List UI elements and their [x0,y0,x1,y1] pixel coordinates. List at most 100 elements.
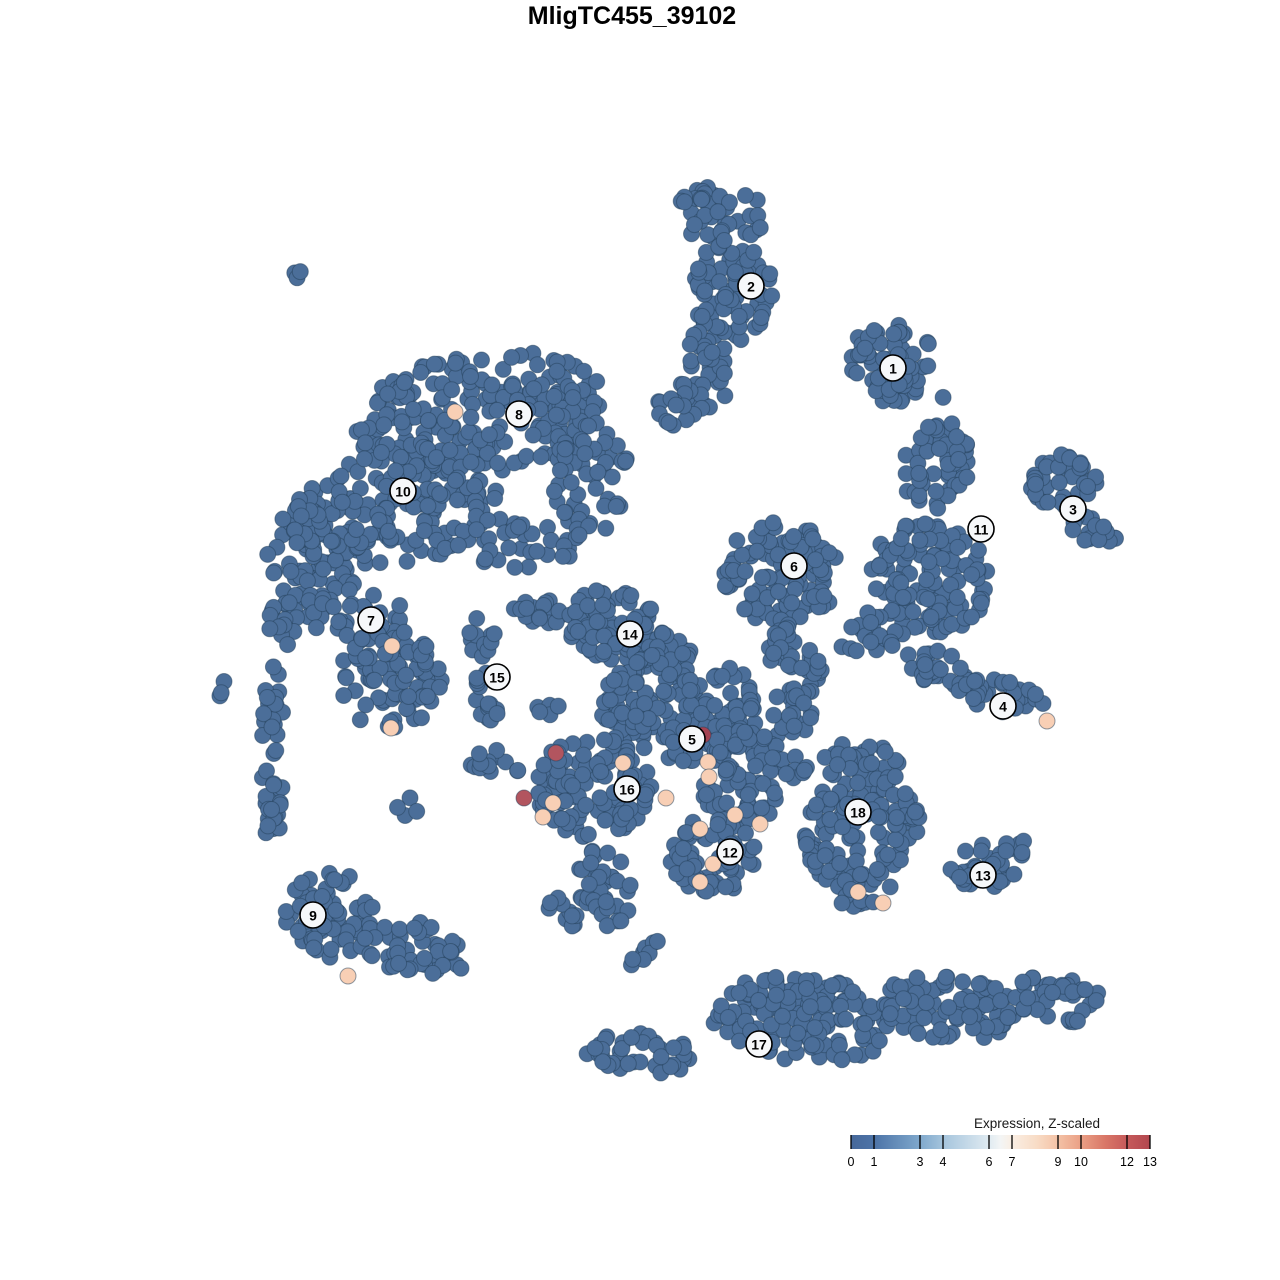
data-point [258,762,275,780]
data-point [815,587,833,605]
data-point [958,468,976,486]
data-point [856,339,874,357]
data-point [556,440,574,458]
highlight-data-point [874,894,892,912]
data-point [528,542,546,560]
data-point [739,786,757,804]
data-point [365,586,382,604]
data-point [789,1024,807,1042]
data-point [579,825,597,843]
cluster-label-circle [389,477,417,505]
data-point [1014,973,1032,991]
data-point [862,614,880,631]
data-point [607,498,625,515]
data-point [892,574,910,592]
highlight-data-point [339,967,357,985]
data-point [468,669,486,687]
data-point [612,912,630,930]
data-point [405,919,423,937]
data-point [1050,474,1068,491]
data-point [849,774,867,792]
data-point [919,335,937,353]
data-point [597,519,615,537]
cluster-label-circle [613,775,641,803]
data-point [951,659,969,677]
data-point [375,416,393,434]
data-point [764,514,782,532]
data-point [943,647,961,665]
data-point [592,763,610,781]
data-point [726,263,744,281]
data-point [313,888,331,905]
cluster-label-circle [1059,495,1087,523]
data-point [265,776,282,794]
data-point [267,742,285,759]
data-point [909,1025,927,1043]
data-point [212,684,230,702]
data-point [721,193,738,211]
data-point [1027,685,1044,703]
data-point [730,307,748,325]
data-point [748,542,766,560]
data-point [579,597,597,615]
data-point [999,1009,1017,1026]
data-point [862,633,880,651]
data-point [831,1036,848,1054]
data-point [888,809,906,827]
data-point [736,187,754,204]
data-point [867,580,885,598]
data-point [821,811,839,828]
data-point [706,697,724,714]
data-point [747,757,764,775]
data-point [580,875,598,893]
data-point [894,589,912,606]
data-point [597,893,615,911]
data-point [833,1051,851,1069]
data-point [582,854,600,872]
data-point [443,381,461,399]
data-point [259,817,277,835]
highlight-data-point [547,744,565,762]
data-point [506,558,524,576]
data-point [1044,984,1061,1001]
data-point [485,625,503,643]
cluster-label-circle [967,515,995,543]
data-point [804,530,822,548]
data-point [274,510,292,528]
data-point [908,969,926,987]
data-point [674,645,692,663]
data-point [576,445,594,463]
data-point [869,823,887,841]
cluster-label-text: 15 [489,670,505,686]
data-point [282,562,300,580]
data-point [919,357,937,375]
data-point [333,493,351,511]
highlight-data-point [383,637,401,655]
data-point [863,754,881,772]
data-point [547,406,565,424]
data-point [524,426,542,444]
data-point [717,878,735,896]
data-point [330,613,348,631]
data-point [808,796,825,814]
data-point [887,831,905,849]
data-point [497,753,515,771]
data-point [719,1009,737,1026]
data-point [261,620,279,638]
data-point [816,847,834,865]
data-point [972,842,990,860]
data-point [413,709,430,727]
data-point [292,507,310,525]
data-point [678,860,696,878]
cluster-label-circle [505,400,533,428]
data-point [574,766,592,784]
data-point [419,497,437,515]
data-point [264,658,282,676]
data-point [1069,1012,1086,1030]
data-point [970,541,987,559]
data-point [798,980,815,997]
cluster-label-circle [780,552,808,580]
highlight-points-layer [339,403,1056,985]
data-point [412,364,430,381]
